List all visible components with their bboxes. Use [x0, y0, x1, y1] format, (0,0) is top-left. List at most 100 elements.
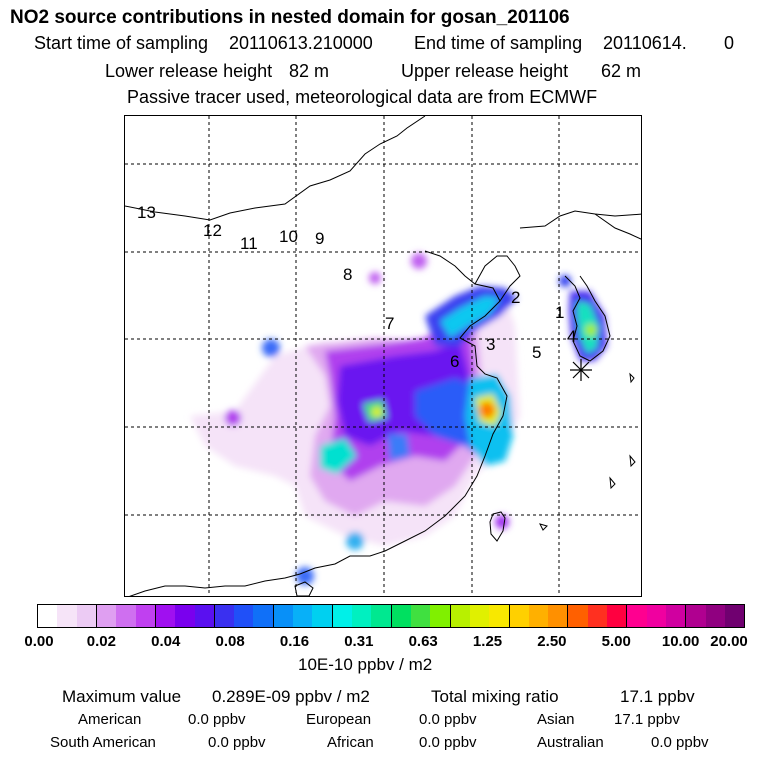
concentration-field: [190, 253, 607, 585]
colorbar-swatch: [391, 605, 411, 627]
korea-hotspot: [585, 324, 597, 336]
colorbar-tick-label: 0.02: [86, 633, 116, 650]
taiwan-spot: [495, 515, 509, 529]
colorbar-swatch: [332, 605, 352, 627]
colorbar-swatch: [371, 605, 392, 627]
region-asian-name: Asian: [537, 711, 575, 728]
colorbar-swatch: [38, 605, 58, 627]
colorbar-swatch: [528, 605, 549, 627]
colorbar-tick-label: 1.25: [472, 633, 503, 650]
region-american-name: American: [78, 711, 142, 728]
colorbar-swatch: [410, 605, 431, 627]
end-time-label: End time of sampling: [414, 33, 583, 53]
region-australian-value: 0.0 ppbv: [651, 734, 709, 751]
north-spot: [369, 272, 381, 284]
s-pocket: [387, 434, 410, 461]
colorbar-tick-label: 5.00: [601, 633, 631, 650]
colorbar-swatch: [587, 605, 608, 627]
liaodong-coast: [474, 255, 521, 302]
islands-3: [629, 454, 636, 468]
colorbar-swatch: [175, 605, 195, 627]
upper-release-label: Upper release height: [401, 61, 569, 81]
region-african-value: 0.0 ppbv: [419, 734, 477, 751]
coast-spot: [296, 567, 314, 585]
colorbar-swatch: [430, 605, 451, 627]
region-label-2: 2: [511, 288, 520, 307]
region-label-11: 11: [240, 234, 258, 253]
colorbar-swatch: [253, 605, 274, 627]
korea-coast: [564, 275, 611, 362]
region-label-12: 12: [203, 221, 222, 240]
west-spot: [225, 410, 241, 426]
region-south-american-value: 0.0 ppbv: [208, 734, 266, 751]
korea-border: [519, 210, 641, 229]
region-american-value: 0.0 ppbv: [188, 711, 246, 728]
lower-release-value: 82 m: [289, 61, 330, 81]
japan-coast: [594, 213, 641, 240]
colorbar-swatch: [607, 605, 628, 627]
coastlines: [125, 116, 641, 596]
colorbar-tick-label: 0.04: [151, 633, 181, 650]
colorbar-swatch: [548, 605, 569, 627]
region-asian-value: 17.1 ppbv: [614, 711, 680, 728]
colorbar-swatch: [666, 605, 687, 627]
bohai-core: [440, 296, 500, 338]
colorbar-swatch: [194, 605, 215, 627]
region-label-10: 10: [279, 227, 298, 246]
start-time-label: Start time of sampling: [34, 33, 209, 53]
colorbar-swatch: [469, 605, 490, 627]
colorbar-swatch: [234, 605, 254, 627]
end-time-hour: 0: [724, 33, 735, 53]
china-coast: [129, 250, 508, 596]
colorbar-swatch: [96, 605, 117, 627]
colorbar-tick-label: 10.00: [661, 633, 700, 650]
colorbar-tick-labels: 0.00 0.02 0.04 0.08 0.16 0.31 0.63 1.25 2.50 5.00…: [0, 633, 768, 653]
colorbar-swatch: [76, 605, 97, 627]
colorbar-tick-label: 0.08: [215, 633, 245, 650]
max-value-label: Maximum value: [62, 687, 182, 706]
colorbar-tick-label: 0.63: [408, 633, 438, 650]
colorbar-swatch: [646, 605, 666, 627]
colorbar-swatch: [686, 605, 706, 627]
colorbar-swatch: [489, 605, 510, 627]
colorbar-swatch: [135, 605, 156, 627]
region-african-name: African: [327, 734, 374, 751]
start-time-value: 20110613.210000: [229, 33, 373, 53]
map-panel: 13 12 11 10 9 8 7 6 3 2 1 4 5: [124, 115, 642, 597]
colorbar-swatch: [273, 605, 294, 627]
region-european-value: 0.0 ppbv: [419, 711, 477, 728]
receptor-marker-icon: [570, 359, 592, 381]
colorbar-swatch: [155, 605, 176, 627]
region-label-13: 13: [137, 203, 156, 222]
colorbar-swatch: [724, 605, 745, 627]
colorbar: [37, 604, 745, 628]
colorbar-tick-label: 0.31: [344, 633, 374, 650]
islands-1: [629, 372, 635, 384]
region-label-3: 3: [486, 335, 495, 354]
taiwan-coast: [489, 511, 506, 542]
colorbar-swatch: [57, 605, 77, 627]
lower-release-label: Lower release height: [105, 61, 273, 81]
colorbar-swatch: [450, 605, 470, 627]
islands-4: [539, 523, 548, 531]
delta-hotspot: [479, 402, 495, 418]
region-label-6: 6: [450, 352, 459, 371]
region-south-american-name: South American: [50, 734, 156, 751]
region-label-9: 9: [315, 229, 324, 248]
total-mixing-label: Total mixing ratio: [431, 687, 559, 706]
region-australian-name: Australian: [537, 734, 604, 751]
colorbar-units: 10E-10 ppbv / m2: [298, 655, 433, 674]
colorbar-tick-label: 0.00: [24, 633, 54, 650]
gridlines: [125, 116, 641, 596]
region-label-4: 4: [567, 327, 576, 346]
central-hotspot: [372, 407, 382, 417]
north-spot-2: [411, 253, 427, 269]
region-label-7: 7: [385, 314, 394, 333]
upper-release-value: 62 m: [601, 61, 642, 81]
colorbar-tick-label: 20.00: [710, 633, 748, 650]
region-european-name: European: [306, 711, 372, 728]
colorbar-swatch: [509, 605, 529, 627]
colorbar-tick-label: 2.50: [537, 633, 567, 650]
colorbar-tick-label: 0.16: [279, 633, 310, 650]
tracer-note: Passive tracer used, meteorological data…: [127, 87, 598, 107]
